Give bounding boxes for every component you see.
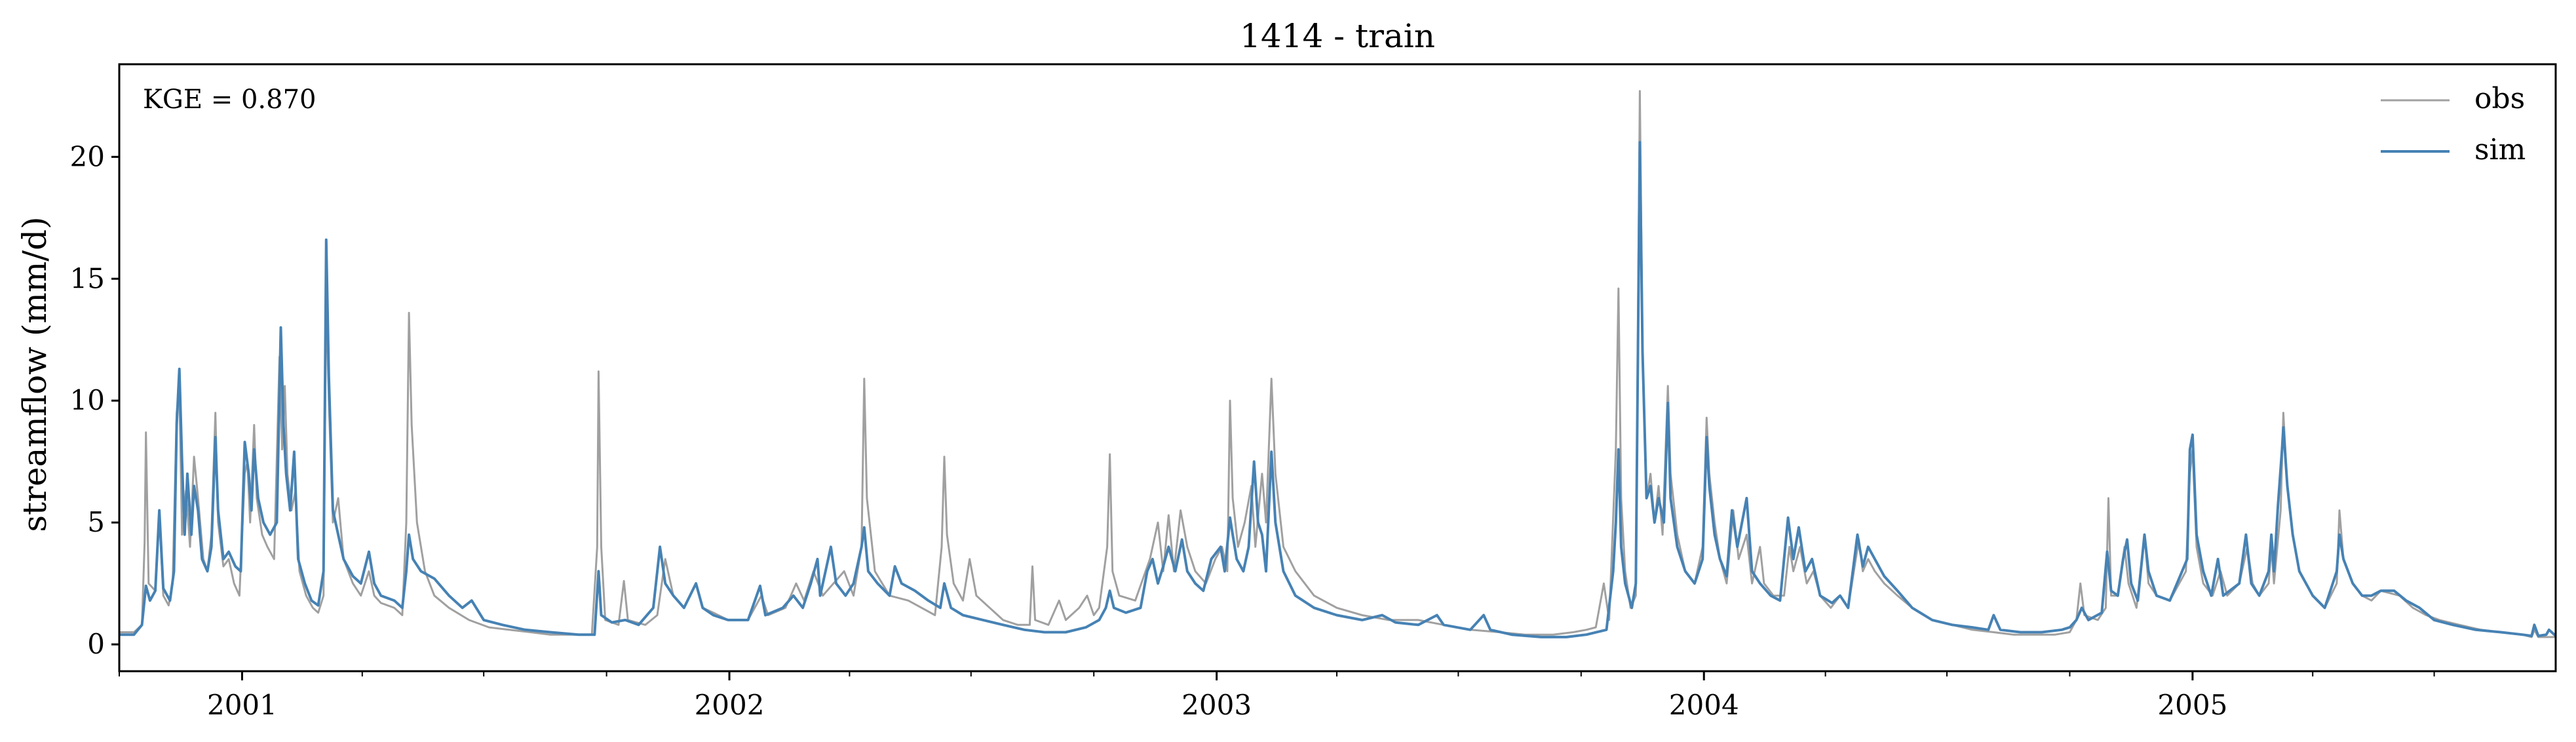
x-axis-ticks: 2001 2002 2003 2004 2005 [119, 671, 2435, 721]
plot-frame [118, 63, 2557, 673]
x-tick-label: 2003 [1182, 689, 1252, 721]
x-tick-label: 2004 [1669, 689, 1739, 721]
x-tick-label: 2005 [2157, 689, 2227, 721]
plot-area: 0 5 10 15 20 2001 2002 2003 2004 2005 KGE = 0.87… [70, 63, 2557, 721]
y-tick-label: 15 [70, 262, 105, 294]
chart-title: 1414 - train [1240, 17, 1435, 55]
series-line-sim [119, 141, 2557, 638]
y-tick-label: 10 [70, 384, 105, 416]
y-tick-label: 0 [87, 628, 105, 660]
y-axis-label: streamflow (mm/d) [16, 216, 54, 532]
legend-label-obs: obs [2474, 82, 2525, 115]
y-tick-label: 5 [87, 506, 105, 538]
series-layer [119, 90, 2557, 638]
legend: obs sim [2381, 82, 2526, 166]
legend-label-sim: sim [2474, 133, 2526, 166]
y-tick-label: 20 [70, 140, 105, 172]
kge-annotation: KGE = 0.870 [143, 85, 317, 115]
x-tick-label: 2001 [207, 689, 277, 721]
y-axis-ticks: 0 5 10 15 20 [70, 140, 119, 660]
x-tick-label: 2002 [695, 689, 765, 721]
